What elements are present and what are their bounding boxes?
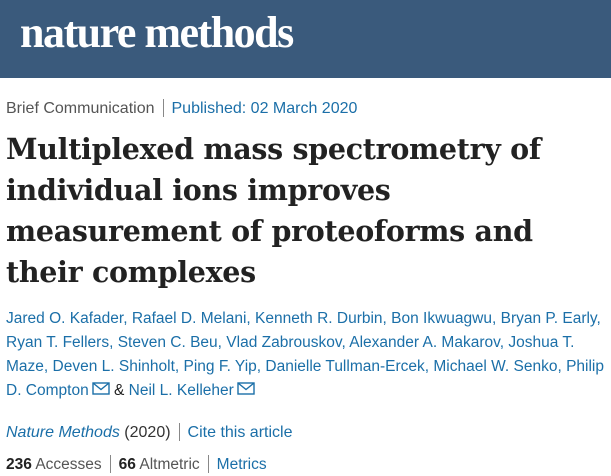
nature-methods-logo[interactable]: nature methods [20, 8, 294, 57]
author-link[interactable]: Bryan P. Early [500, 310, 597, 327]
author-link[interactable]: Steven C. Beu [117, 334, 218, 351]
envelope-icon[interactable] [237, 382, 255, 396]
author-joiner: & [114, 382, 125, 399]
author-link[interactable]: Bon Ikwuagwu [391, 310, 492, 327]
article-title: Multiplexed mass spectrometry of individ… [6, 132, 541, 289]
altmetric-count: 66 [118, 456, 136, 473]
author-link[interactable]: Kenneth R. Durbin [255, 310, 383, 327]
author-link[interactable]: Ping F. Yip [183, 358, 257, 375]
author-list: Jared O. Kafader, Rafael D. Melani, Kenn… [6, 310, 604, 399]
envelope-icon[interactable] [92, 382, 110, 396]
article-type: Brief Communication [6, 100, 155, 117]
metrics-bar: 236 Accesses 66 Altmetric Metrics [6, 454, 607, 476]
published-date: Published: 02 March 2020 [171, 100, 358, 117]
divider [178, 422, 180, 441]
author-link[interactable]: Philip D. Compton [6, 358, 604, 399]
accesses-count: 236 [6, 456, 32, 473]
author-link[interactable]: Vlad Zabrouskov [226, 334, 342, 351]
author-link[interactable]: Deven L. Shinholt [52, 358, 175, 375]
publication-year: (2020) [124, 424, 171, 441]
author-link[interactable]: Joshua T. Maze [6, 334, 575, 375]
author-link[interactable]: Alexander A. Makarov [349, 334, 500, 351]
author-link[interactable]: Ryan T. Fellers [6, 334, 110, 351]
cite-article-link[interactable]: Cite this article [187, 424, 293, 441]
journal-name: Nature Methods [6, 424, 120, 441]
site-header: nature methods [0, 0, 611, 78]
author-link[interactable]: Danielle Tullman-Ercek [265, 358, 425, 375]
author-link[interactable]: Neil L. Kelleher [128, 382, 234, 399]
citation-line: Nature Methods (2020) Cite this article [6, 422, 607, 444]
metrics-link[interactable]: Metrics [216, 456, 267, 473]
divider [162, 98, 164, 117]
article-meta: Brief Communication Published: 02 March 2… [6, 98, 607, 120]
accesses-label: Accesses [35, 456, 102, 473]
altmetric-label: Altmetric [139, 456, 200, 473]
author-link[interactable]: Michael W. Senko [433, 358, 558, 375]
divider [207, 454, 209, 473]
divider [109, 454, 111, 473]
article-header: Brief Communication Published: 02 March 2… [0, 98, 611, 476]
author-link[interactable]: Rafael D. Melani [131, 310, 247, 327]
author-link[interactable]: Jared O. Kafader [6, 310, 124, 327]
